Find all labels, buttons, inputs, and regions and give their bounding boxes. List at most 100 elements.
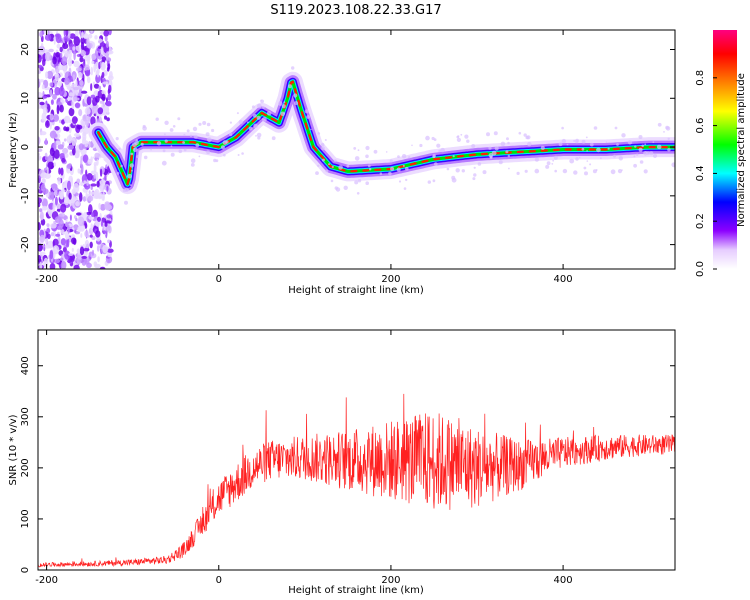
spectrogram-halo-speck	[516, 171, 520, 175]
spectrogram-halo-speck	[589, 163, 592, 166]
spectrogram-noise-speck	[71, 116, 78, 124]
spectrogram-noise-speck	[70, 177, 73, 187]
spectrogram-noise-speck	[66, 163, 72, 169]
colorbar-gradient	[713, 30, 737, 269]
spectrogram-noise-speck	[61, 158, 66, 163]
spectrogram-noise-speck	[63, 30, 66, 37]
spectrogram-halo-speck	[575, 140, 579, 144]
spectrogram-halo-speck	[617, 169, 623, 174]
spectrogram-noise-speck	[79, 56, 84, 63]
spectrogram-halo-speck	[461, 169, 465, 173]
spectrogram-halo-speck	[321, 158, 325, 162]
spectrogram-halo-speck	[583, 166, 587, 170]
spectrogram-noise-speck	[46, 70, 54, 80]
spectrogram-halo-speck	[473, 166, 476, 169]
spectrogram-noise-speck	[69, 214, 72, 221]
spectrogram-noise-speck	[97, 216, 101, 222]
spectrogram-noise-speck	[56, 104, 60, 115]
spectrogram-halo-speck	[596, 147, 601, 153]
spectrogram-noise-speck	[97, 256, 100, 263]
spectrogram-halo-speck	[206, 122, 211, 127]
spectrogram-y-label: Frequency (Hz)	[8, 112, 19, 188]
spectrogram-halo-speck	[140, 142, 144, 146]
spectrogram-noise-speck	[104, 36, 108, 42]
spectrogram-halo-speck	[241, 152, 244, 155]
spectrogram-halo-speck	[198, 155, 201, 158]
spectrogram-noise-speck	[38, 51, 45, 55]
spectrogram-halo-speck	[621, 133, 626, 138]
spectrogram-noise-speck	[104, 222, 108, 227]
spectrogram-x-tick-label: 0	[216, 274, 222, 285]
spectrogram-noise-speck	[57, 177, 61, 185]
spectrogram-noise-speck	[80, 50, 86, 57]
chart-title: S119.2023.108.22.33.G17	[270, 3, 441, 18]
spectrogram-noise-speck	[65, 126, 70, 131]
spectrogram-halo-speck	[534, 168, 540, 174]
snr-y-tick-label: 300	[20, 407, 31, 426]
spectrogram-noise-speck	[68, 252, 74, 256]
spectrogram-noise-speck	[85, 69, 91, 77]
spectrogram-noise-speck	[83, 33, 89, 40]
spectrogram-halo-speck	[667, 148, 671, 152]
spectrogram-halo-speck	[575, 157, 579, 161]
spectrogram-noise-speck	[88, 204, 93, 215]
spectrogram-noise-speck	[86, 42, 93, 49]
spectrogram-noise-speck	[74, 102, 81, 109]
spectrogram-halo-speck	[494, 146, 499, 151]
spectrogram-halo-speck	[328, 163, 331, 166]
snr-panel: -200 0 200 400 0 100 200 300 400 Height of stra…	[8, 329, 676, 596]
spectrogram-noise-speck	[106, 248, 114, 253]
spectrogram-noise-speck	[71, 237, 77, 245]
spectrogram-halo-speck	[578, 156, 581, 159]
spectrogram-noise-speck	[67, 180, 71, 191]
spectrogram-noise-speck	[63, 138, 67, 142]
spectrogram-noise-speck	[91, 105, 99, 114]
spectrogram-halo-speck	[389, 159, 393, 163]
spectrogram-noise-speck	[85, 94, 89, 99]
spectrogram-noise-speck	[67, 49, 72, 60]
spectrogram-noise-speck	[52, 56, 57, 65]
spectrogram-noise-speck	[67, 144, 74, 150]
spectrogram-noise-speck	[65, 222, 69, 227]
spectrogram-noise-speck	[45, 71, 49, 79]
spectrogram-noise-speck	[44, 34, 52, 41]
spectrogram-halo-speck	[446, 167, 450, 171]
spectrogram-halo-speck	[253, 113, 257, 118]
spectrogram-halo-speck	[260, 99, 262, 102]
spectrogram-noise-speck	[72, 74, 76, 82]
spectrogram-halo-speck	[627, 140, 633, 145]
snr-y-tick-label: 100	[20, 509, 31, 528]
spectrogram-noise-speck	[101, 62, 105, 70]
spectrogram-halo-speck	[586, 160, 589, 162]
spectrogram-halo-speck	[186, 129, 190, 133]
spectrogram-halo-speck	[593, 126, 598, 130]
spectrogram-noise-speck	[80, 37, 86, 45]
spectrogram-noise-speck	[90, 66, 94, 76]
spectrogram-noise-speck	[105, 40, 109, 49]
spectrogram-noise-speck	[60, 260, 67, 269]
spectrogram-halo-speck	[595, 169, 598, 171]
spectrogram-noise-speck	[96, 69, 100, 78]
spectrogram-noise-speck	[65, 30, 69, 37]
spectrogram-halo-speck	[129, 163, 134, 168]
spectrogram-halo-speck	[657, 122, 662, 127]
spectrogram-noise-speck	[59, 153, 66, 160]
spectrogram-halo-speck	[638, 135, 643, 139]
spectrogram-noise-speck	[54, 190, 58, 195]
spectrogram-noise-speck	[87, 76, 91, 84]
spectrogram-noise-speck	[50, 99, 54, 105]
spectrogram-noise-speck	[38, 188, 42, 193]
spectrogram-noise-speck	[39, 79, 45, 83]
spectrogram-halo-speck	[306, 115, 310, 119]
spectrogram-halo-speck	[162, 149, 166, 153]
spectrogram-noise-speck	[63, 126, 67, 131]
spectrogram-halo-speck	[585, 136, 588, 139]
spectrogram-noise-speck	[70, 198, 74, 204]
spectrogram-noise-speck	[55, 33, 62, 44]
spectrogram-halo-speck	[489, 156, 493, 159]
spectrogram-noise-speck	[98, 202, 101, 210]
spectrogram-noise-speck	[55, 233, 61, 237]
spectrogram-noise-speck	[99, 168, 103, 177]
spectrogram-noise-speck	[108, 30, 112, 36]
